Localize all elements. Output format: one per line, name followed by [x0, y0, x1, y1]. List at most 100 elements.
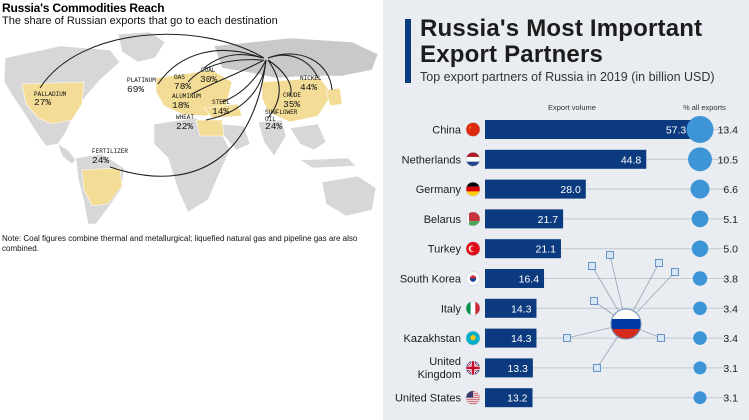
central-america-shape [57, 143, 77, 165]
share-label-netherlands: 10.5 [718, 154, 739, 166]
country-label-united-kingdom: United Kingdom [418, 356, 461, 381]
bar-united-kingdom [485, 358, 533, 378]
bar-united-states [485, 388, 533, 408]
network-node [606, 251, 614, 259]
country-label-germany: Germany [416, 184, 462, 196]
share-bubble-united-states [693, 391, 707, 405]
brazil-region [81, 167, 123, 207]
coal-name: COAL [201, 67, 216, 74]
share-label-united-states: 3.1 [723, 393, 738, 405]
share-label-italy: 3.4 [723, 303, 738, 315]
country-label-italy: Italy [441, 303, 462, 315]
title-accent-bar [405, 19, 411, 83]
arc-aluminum [191, 59, 265, 95]
greenland-shape [117, 32, 166, 63]
arc-platinum [157, 49, 263, 85]
value-label-south-korea: 16.4 [519, 274, 540, 286]
fertilizer-name: FERTILIZER [92, 148, 128, 155]
row-south-korea: South Korea 16.4 3.8 [400, 269, 738, 288]
chart-title: Russia's Most Important Export Partners [420, 15, 703, 68]
value-label-kazakhstan: 14.3 [511, 333, 532, 345]
arc-sunflower [267, 59, 280, 119]
share-bubble-china [686, 116, 714, 143]
belarus-flag-icon [465, 211, 481, 227]
row-netherlands: Netherlands 44.8 10.5 [402, 147, 739, 172]
share-bubble-italy [693, 301, 707, 316]
us-flag-icon [465, 390, 481, 405]
value-label-germany: 28.0 [560, 184, 581, 196]
arc-fertilizer [109, 59, 267, 177]
commodities-map-panel: Russia's Commodities Reach The share of … [2, 1, 379, 253]
country-label-turkey: Turkey [428, 244, 462, 256]
wheat-share: 22% [176, 121, 193, 132]
share-bubble-belarus [691, 210, 709, 228]
russia-shape [213, 37, 379, 79]
row-kazakhstan: Kazakhstan 14.3 3.4 [404, 328, 738, 348]
platinum-share: 69% [127, 84, 144, 95]
arc-korea [267, 53, 333, 91]
network-node [563, 334, 571, 342]
palladium-share: 27% [34, 97, 51, 108]
share-header: % all exports [683, 103, 726, 112]
share-bubble-turkey [691, 240, 709, 257]
share-label-united-kingdom: 3.1 [723, 363, 738, 375]
map-title: Russia's Commodities Reach [2, 1, 165, 15]
commodity-labels: PALLADIUM 27% PLATINUM 69% GAS 78% COAL … [34, 67, 322, 166]
country-label-netherlands: Netherlands [402, 154, 462, 166]
value-label-belarus: 21.7 [538, 214, 559, 226]
network-node [671, 268, 679, 276]
steel-share: 14% [212, 106, 229, 117]
country-label-south-korea: South Korea [400, 274, 462, 286]
export-partners-panel [383, 0, 749, 420]
share-label-south-korea: 3.8 [723, 274, 738, 286]
chart-subtitle: Top export partners of Russia in 2019 (i… [420, 70, 715, 84]
share-bubble-kazakhstan [693, 331, 707, 345]
southeast-asia-shape [289, 123, 327, 151]
row-turkey: Turkey 21.1 5.0 [428, 239, 738, 259]
bar-kazakhstan [485, 328, 537, 348]
bar-italy [485, 298, 537, 318]
italy-flag-icon [465, 301, 481, 316]
value-label-united-states: 13.2 [507, 393, 528, 405]
russia-network-graphic [563, 251, 679, 372]
arc-crude [267, 59, 292, 97]
value-label-italy: 14.3 [511, 303, 532, 315]
map-subtitle: The share of Russian exports that go to … [2, 15, 278, 27]
row-italy: Italy 14.3 3.4 [441, 298, 738, 318]
nickel-name: NICKEL [300, 75, 322, 82]
egypt-region [195, 119, 225, 137]
uk-flag-icon [465, 360, 481, 376]
india-shape [257, 119, 287, 157]
nickel-share: 44% [300, 82, 317, 93]
bar-china [485, 120, 692, 139]
network-node [590, 297, 598, 305]
indonesia-shape [299, 157, 357, 169]
bar-netherlands [485, 149, 647, 169]
share-label-china: 13.4 [718, 125, 739, 137]
highlighted-regions [21, 69, 343, 207]
arc-palladium [39, 33, 265, 89]
row-united-states: United States 13.2 3.1 [395, 388, 738, 408]
row-belarus: Belarus 21.7 5.1 [424, 209, 738, 229]
bar-south-korea [485, 269, 545, 288]
south-korea-flag-icon [465, 271, 481, 286]
row-united-kingdom: United Kingdom 13.3 3.1 [418, 356, 739, 381]
gas-share: 78% [174, 81, 191, 92]
crude-name: CRUDE [283, 92, 301, 99]
turkey-region [203, 103, 243, 119]
export-arcs [39, 33, 333, 177]
kazakhstan-flag-icon [465, 330, 481, 346]
share-label-belarus: 5.1 [723, 214, 738, 226]
value-label-china: 57.3 [666, 125, 687, 137]
gas-name: GAS [174, 74, 185, 81]
map-footnote: Note: Coal figures combine thermal and m… [2, 234, 358, 253]
fertilizer-share: 24% [92, 155, 109, 166]
turkey-flag-icon [465, 241, 481, 256]
bar-germany [485, 179, 586, 199]
steel-name: STEEL [212, 99, 230, 106]
value-label-turkey: 21.1 [536, 244, 557, 256]
share-label-kazakhstan: 3.4 [723, 333, 738, 345]
country-label-belarus: Belarus [424, 214, 462, 226]
share-bubble-germany [690, 179, 710, 199]
value-label-netherlands: 44.8 [621, 154, 642, 166]
